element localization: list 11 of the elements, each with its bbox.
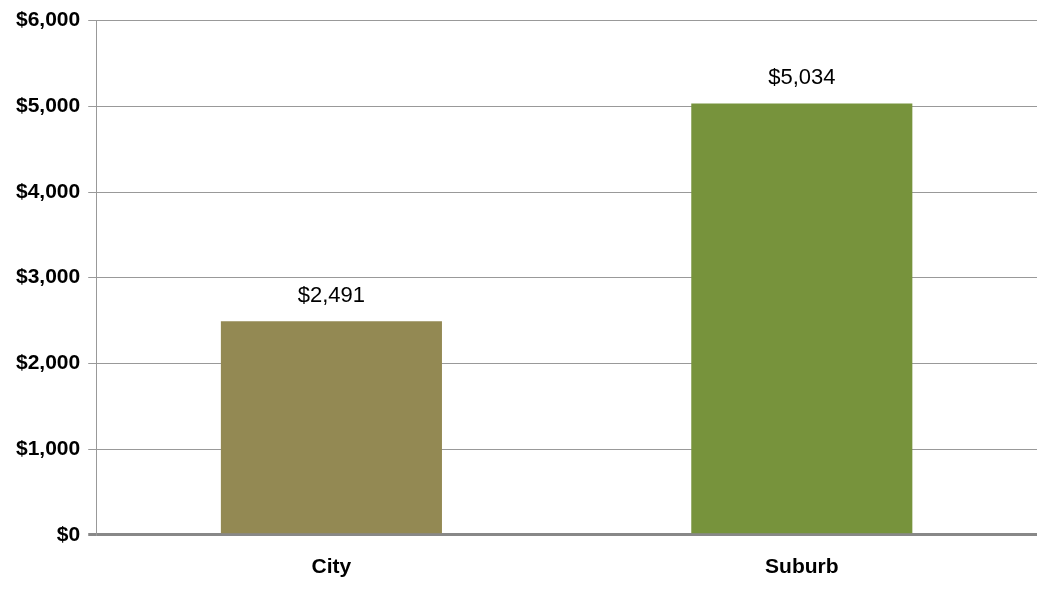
y-tick-label: $3,000 <box>16 264 81 288</box>
y-tick-label: $6,000 <box>16 7 81 31</box>
y-tick-label: $5,000 <box>16 93 81 117</box>
data-label: $5,034 <box>768 64 836 90</box>
y-tick-label: $4,000 <box>16 178 81 202</box>
y-tick-label: $2,000 <box>16 350 81 374</box>
data-label: $2,491 <box>297 282 366 308</box>
y-tick-label: $0 <box>56 521 81 545</box>
x-tick-label: Suburb <box>765 554 839 578</box>
x-tick-label: City <box>311 554 352 578</box>
y-tick-label: $1,000 <box>16 435 81 459</box>
